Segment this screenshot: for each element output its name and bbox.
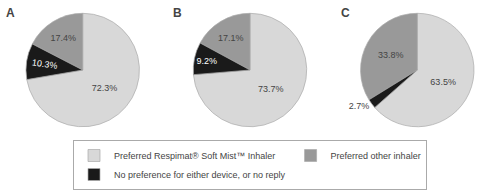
svg-text:A: A	[6, 6, 15, 20]
svg-text:9.2%: 9.2%	[197, 56, 218, 66]
svg-text:2.7%: 2.7%	[349, 101, 370, 111]
svg-text:33.8%: 33.8%	[378, 50, 404, 60]
svg-text:72.3%: 72.3%	[92, 83, 118, 93]
svg-text:Preferred Respimat® Soft Mist™: Preferred Respimat® Soft Mist™ Inhaler	[114, 151, 275, 161]
svg-text:17.4%: 17.4%	[51, 33, 77, 43]
svg-text:C: C	[341, 6, 350, 20]
svg-text:17.1%: 17.1%	[218, 33, 244, 43]
svg-text:Preferred other inhaler: Preferred other inhaler	[331, 151, 421, 161]
svg-text:B: B	[173, 6, 182, 20]
svg-text:10.3%: 10.3%	[31, 57, 58, 71]
svg-text:63.5%: 63.5%	[430, 77, 456, 87]
svg-text:73.7%: 73.7%	[258, 84, 284, 94]
svg-text:No preference for either devic: No preference for either device, or no r…	[114, 170, 286, 180]
